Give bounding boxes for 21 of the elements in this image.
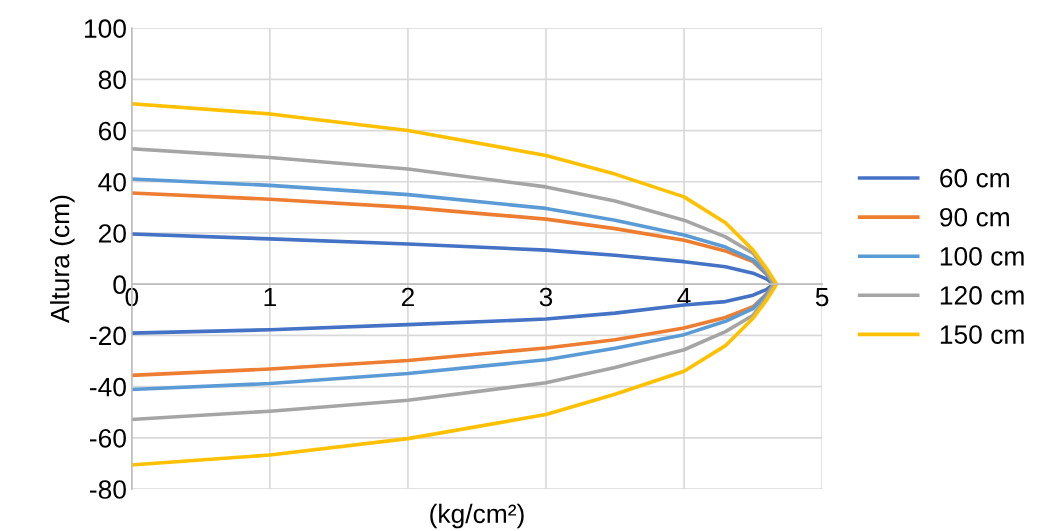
legend-label: 120 cm <box>940 286 1024 305</box>
y-tick-label: 20 <box>98 224 126 243</box>
y-tick-label: 80 <box>98 70 126 90</box>
y-axis-title: Altura (cm) <box>50 195 75 324</box>
y-tick-label: -60 <box>90 428 126 448</box>
x-tick-label: 3 <box>539 287 553 307</box>
legend-label: 150 cm <box>940 325 1024 344</box>
x-tick-label: 2 <box>401 287 414 307</box>
y-tick-label: 100 <box>84 19 126 38</box>
legend-label: 100 cm <box>940 246 1024 266</box>
y-tick-label: 40 <box>98 172 126 192</box>
y-tick-label: -40 <box>90 377 126 397</box>
y-tick-label: 60 <box>98 121 126 141</box>
y-tick-label: -20 <box>90 326 126 346</box>
x-axis-title: (kg/cm²) <box>430 503 524 529</box>
legend-label: 60 cm <box>940 168 1009 188</box>
y-tick-label: -80 <box>90 480 126 499</box>
x-tick-label: 0 <box>125 287 139 307</box>
x-tick-label: 5 <box>815 287 829 307</box>
legend-label: 90 cm <box>940 207 1009 227</box>
x-tick-label: 1 <box>264 287 276 307</box>
